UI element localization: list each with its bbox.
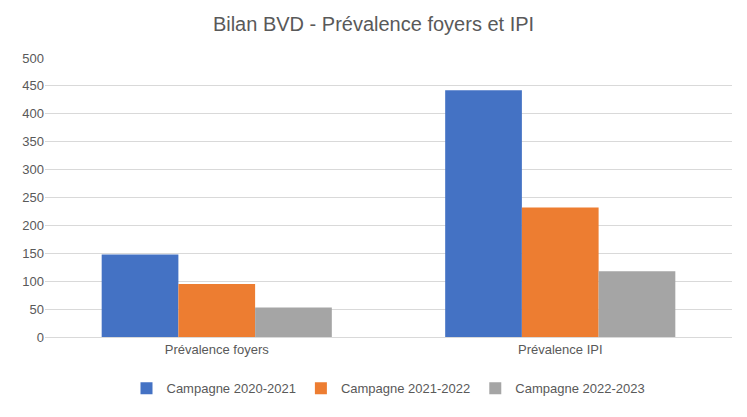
svg-text:300: 300 bbox=[22, 162, 44, 177]
svg-text:100: 100 bbox=[22, 274, 44, 289]
svg-text:Prévalence IPI: Prévalence IPI bbox=[518, 342, 603, 357]
svg-text:450: 450 bbox=[22, 78, 44, 93]
svg-text:0: 0 bbox=[37, 330, 44, 345]
svg-text:400: 400 bbox=[22, 106, 44, 121]
svg-text:350: 350 bbox=[22, 134, 44, 149]
svg-text:Bilan BVD - Prévalence foyers: Bilan BVD - Prévalence foyers et IPI bbox=[213, 13, 534, 35]
svg-text:150: 150 bbox=[22, 246, 44, 261]
svg-text:500: 500 bbox=[22, 51, 44, 66]
svg-text:250: 250 bbox=[22, 190, 44, 205]
svg-text:Campagne 2020-2021: Campagne 2020-2021 bbox=[167, 381, 296, 396]
svg-text:Campagne 2021-2022: Campagne 2021-2022 bbox=[341, 381, 470, 396]
svg-text:Campagne 2022-2023: Campagne 2022-2023 bbox=[515, 381, 644, 396]
svg-text:50: 50 bbox=[30, 302, 44, 317]
svg-text:200: 200 bbox=[22, 218, 44, 233]
svg-text:Prévalence foyers: Prévalence foyers bbox=[165, 342, 270, 357]
